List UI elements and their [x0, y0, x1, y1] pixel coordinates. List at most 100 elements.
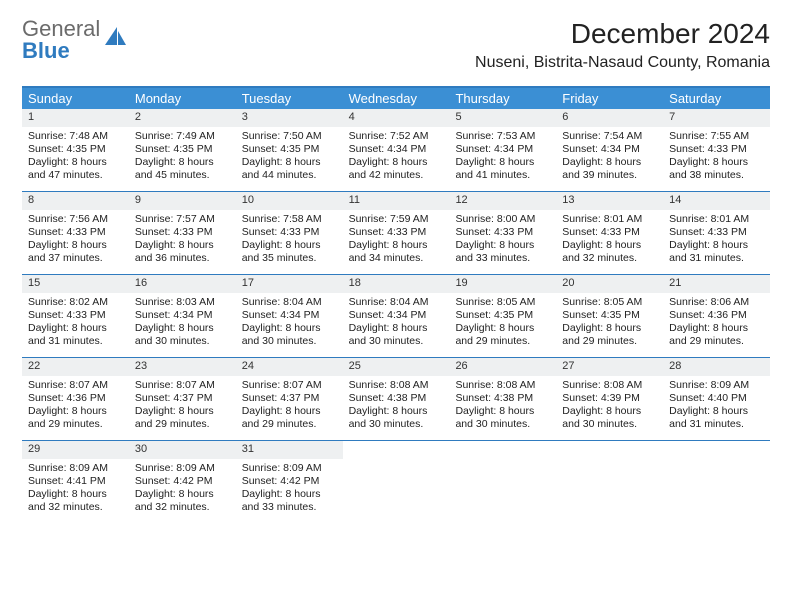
day-body: Sunrise: 8:09 AMSunset: 4:40 PMDaylight:… — [663, 379, 770, 432]
day-cell — [663, 441, 770, 523]
day-number: 20 — [556, 275, 663, 293]
day-cell: 12Sunrise: 8:00 AMSunset: 4:33 PMDayligh… — [449, 192, 556, 274]
day-body: Sunrise: 8:05 AMSunset: 4:35 PMDaylight:… — [449, 296, 556, 349]
sunset-line: Sunset: 4:33 PM — [669, 143, 764, 156]
sunset-line: Sunset: 4:33 PM — [242, 226, 337, 239]
day-body: Sunrise: 7:48 AMSunset: 4:35 PMDaylight:… — [22, 130, 129, 183]
day-body: Sunrise: 8:07 AMSunset: 4:37 PMDaylight:… — [129, 379, 236, 432]
sunrise-line: Sunrise: 8:08 AM — [562, 379, 657, 392]
daylight-line: Daylight: 8 hours and 31 minutes. — [28, 322, 123, 348]
sunset-line: Sunset: 4:35 PM — [562, 309, 657, 322]
day-number: 15 — [22, 275, 129, 293]
daylight-line: Daylight: 8 hours and 34 minutes. — [349, 239, 444, 265]
day-number: 18 — [343, 275, 450, 293]
day-number: 26 — [449, 358, 556, 376]
day-cell: 16Sunrise: 8:03 AMSunset: 4:34 PMDayligh… — [129, 275, 236, 357]
day-body: Sunrise: 7:59 AMSunset: 4:33 PMDaylight:… — [343, 213, 450, 266]
sunrise-line: Sunrise: 8:09 AM — [669, 379, 764, 392]
sunset-line: Sunset: 4:42 PM — [242, 475, 337, 488]
day-cell: 24Sunrise: 8:07 AMSunset: 4:37 PMDayligh… — [236, 358, 343, 440]
daylight-line: Daylight: 8 hours and 41 minutes. — [455, 156, 550, 182]
sunset-line: Sunset: 4:41 PM — [28, 475, 123, 488]
sunset-line: Sunset: 4:37 PM — [242, 392, 337, 405]
daylight-line: Daylight: 8 hours and 47 minutes. — [28, 156, 123, 182]
day-body: Sunrise: 8:09 AMSunset: 4:42 PMDaylight:… — [129, 462, 236, 515]
daylight-line: Daylight: 8 hours and 33 minutes. — [242, 488, 337, 514]
sunset-line: Sunset: 4:35 PM — [455, 309, 550, 322]
day-cell: 11Sunrise: 7:59 AMSunset: 4:33 PMDayligh… — [343, 192, 450, 274]
daylight-line: Daylight: 8 hours and 29 minutes. — [669, 322, 764, 348]
daylight-line: Daylight: 8 hours and 30 minutes. — [242, 322, 337, 348]
day-body: Sunrise: 8:01 AMSunset: 4:33 PMDaylight:… — [556, 213, 663, 266]
sunset-line: Sunset: 4:34 PM — [455, 143, 550, 156]
daylight-line: Daylight: 8 hours and 36 minutes. — [135, 239, 230, 265]
day-cell: 28 Sunrise: 8:09 AMSunset: 4:40 PMDayligh… — [663, 358, 770, 440]
sunset-line: Sunset: 4:33 PM — [28, 226, 123, 239]
day-number: 1 — [22, 109, 129, 127]
daylight-line: Daylight: 8 hours and 42 minutes. — [349, 156, 444, 182]
sunset-line: Sunset: 4:35 PM — [242, 143, 337, 156]
day-cell: 25Sunrise: 8:08 AMSunset: 4:38 PMDayligh… — [343, 358, 450, 440]
day-cell: 17Sunrise: 8:04 AMSunset: 4:34 PMDayligh… — [236, 275, 343, 357]
day-cell: 5Sunrise: 7:53 AMSunset: 4:34 PMDaylight… — [449, 109, 556, 191]
day-body: Sunrise: 8:07 AMSunset: 4:36 PMDaylight:… — [22, 379, 129, 432]
day-number: 4 — [343, 109, 450, 127]
day-body: Sunrise: 8:03 AMSunset: 4:34 PMDaylight:… — [129, 296, 236, 349]
sunset-line: Sunset: 4:33 PM — [669, 226, 764, 239]
day-body: Sunrise: 7:53 AMSunset: 4:34 PMDaylight:… — [449, 130, 556, 183]
day-number: 27 — [556, 358, 663, 376]
week-row: 15 Sunrise: 8:02 AMSunset: 4:33 PMDayligh… — [22, 275, 770, 358]
week-row: 8Sunrise: 7:56 AMSunset: 4:33 PMDaylight… — [22, 192, 770, 275]
day-number: 24 — [236, 358, 343, 376]
daylight-line: Daylight: 8 hours and 44 minutes. — [242, 156, 337, 182]
day-body: Sunrise: 7:50 AMSunset: 4:35 PMDaylight:… — [236, 130, 343, 183]
daylight-line: Daylight: 8 hours and 29 minutes. — [28, 405, 123, 431]
day-body: Sunrise: 8:08 AMSunset: 4:38 PMDaylight:… — [343, 379, 450, 432]
daylight-line: Daylight: 8 hours and 30 minutes. — [349, 322, 444, 348]
sunrise-line: Sunrise: 8:05 AM — [562, 296, 657, 309]
day-number: 30 — [129, 441, 236, 459]
weekday-thursday: Thursday — [449, 88, 556, 109]
day-body: Sunrise: 8:02 AMSunset: 4:33 PMDaylight:… — [22, 296, 129, 349]
sunrise-line: Sunrise: 8:09 AM — [28, 462, 123, 475]
sunset-line: Sunset: 4:36 PM — [28, 392, 123, 405]
sunrise-line: Sunrise: 8:06 AM — [669, 296, 764, 309]
day-number: 29 — [22, 441, 129, 459]
day-cell: 9Sunrise: 7:57 AMSunset: 4:33 PMDaylight… — [129, 192, 236, 274]
day-body: Sunrise: 7:49 AMSunset: 4:35 PMDaylight:… — [129, 130, 236, 183]
sunrise-line: Sunrise: 7:52 AM — [349, 130, 444, 143]
sunset-line: Sunset: 4:34 PM — [349, 309, 444, 322]
weekday-header: SundayMondayTuesdayWednesdayThursdayFrid… — [22, 88, 770, 109]
daylight-line: Daylight: 8 hours and 32 minutes. — [562, 239, 657, 265]
daylight-line: Daylight: 8 hours and 30 minutes. — [455, 405, 550, 431]
sunset-line: Sunset: 4:33 PM — [349, 226, 444, 239]
sunrise-line: Sunrise: 8:01 AM — [669, 213, 764, 226]
weekday-tuesday: Tuesday — [236, 88, 343, 109]
daylight-line: Daylight: 8 hours and 39 minutes. — [562, 156, 657, 182]
day-cell: 2Sunrise: 7:49 AMSunset: 4:35 PMDaylight… — [129, 109, 236, 191]
sunrise-line: Sunrise: 8:03 AM — [135, 296, 230, 309]
sunrise-line: Sunrise: 8:07 AM — [135, 379, 230, 392]
daylight-line: Daylight: 8 hours and 29 minutes. — [135, 405, 230, 431]
sunrise-line: Sunrise: 8:05 AM — [455, 296, 550, 309]
weekday-sunday: Sunday — [22, 88, 129, 109]
sunrise-line: Sunrise: 8:08 AM — [455, 379, 550, 392]
day-body: Sunrise: 8:09 AMSunset: 4:41 PMDaylight:… — [22, 462, 129, 515]
day-body: Sunrise: 8:06 AMSunset: 4:36 PMDaylight:… — [663, 296, 770, 349]
day-number: 23 — [129, 358, 236, 376]
day-body: Sunrise: 8:08 AMSunset: 4:39 PMDaylight:… — [556, 379, 663, 432]
day-cell: 18Sunrise: 8:04 AMSunset: 4:34 PMDayligh… — [343, 275, 450, 357]
day-cell: 27 Sunrise: 8:08 AMSunset: 4:39 PMDayligh… — [556, 358, 663, 440]
sunrise-line: Sunrise: 8:00 AM — [455, 213, 550, 226]
day-body: Sunrise: 8:09 AMSunset: 4:42 PMDaylight:… — [236, 462, 343, 515]
day-cell — [343, 441, 450, 523]
sunrise-line: Sunrise: 7:58 AM — [242, 213, 337, 226]
sunrise-line: Sunrise: 8:07 AM — [242, 379, 337, 392]
sunset-line: Sunset: 4:35 PM — [135, 143, 230, 156]
day-number: 28 — [663, 358, 770, 376]
day-cell: 13Sunrise: 8:01 AMSunset: 4:33 PMDayligh… — [556, 192, 663, 274]
sunrise-line: Sunrise: 7:59 AM — [349, 213, 444, 226]
sunrise-line: Sunrise: 8:09 AM — [135, 462, 230, 475]
sunset-line: Sunset: 4:38 PM — [349, 392, 444, 405]
day-cell: 30 Sunrise: 8:09 AMSunset: 4:42 PMDayligh… — [129, 441, 236, 523]
